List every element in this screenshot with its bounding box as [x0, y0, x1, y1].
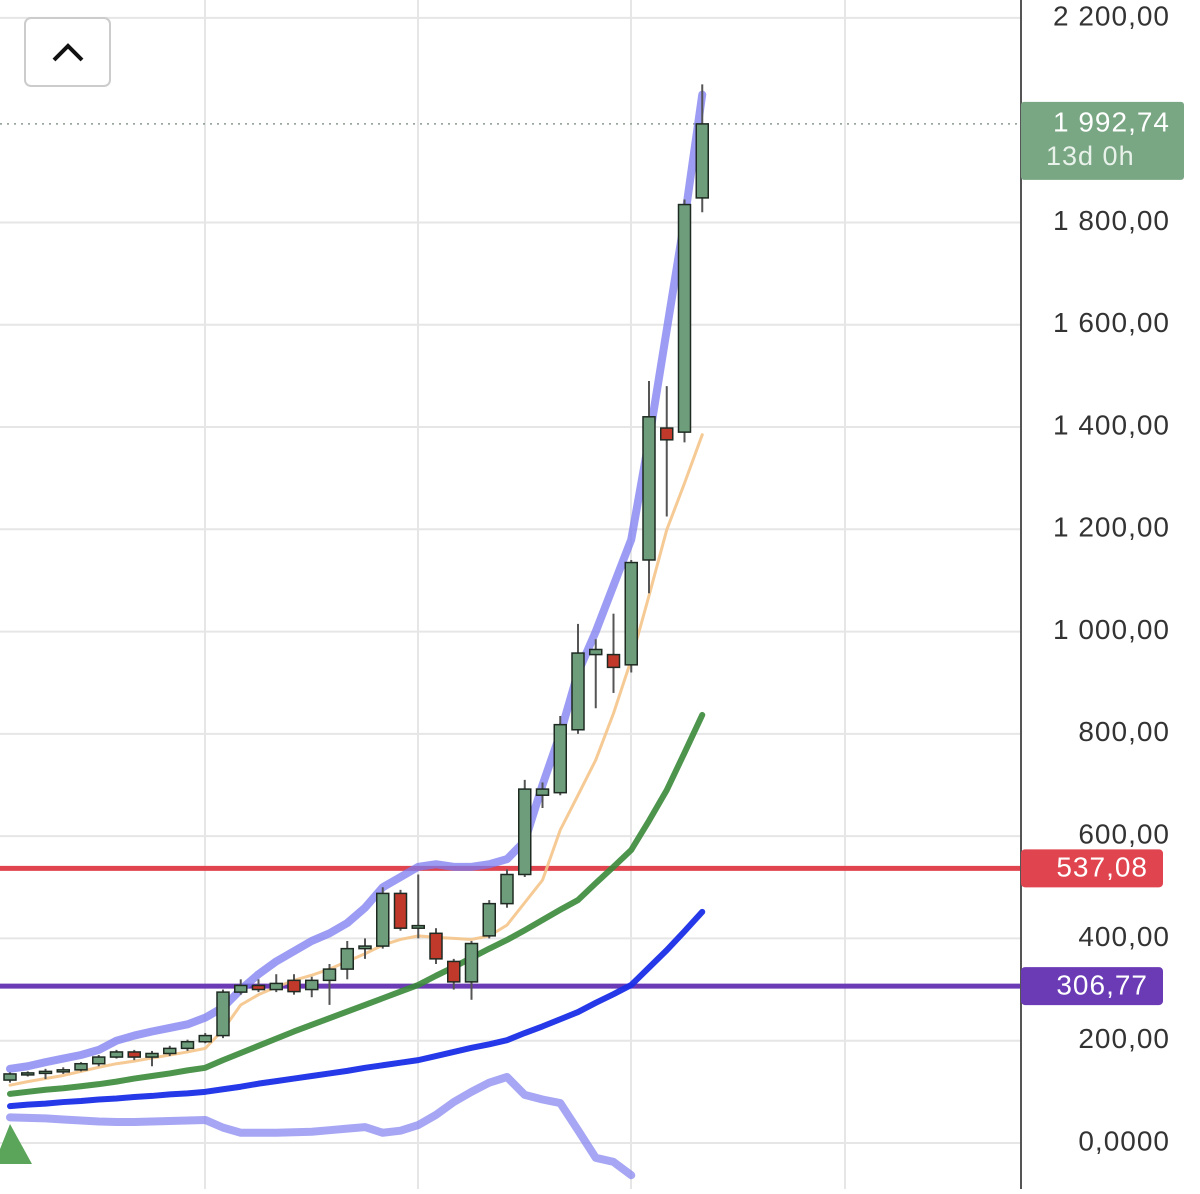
- collapse-button[interactable]: [24, 17, 111, 87]
- y-tick-label: 1 400,00: [1053, 409, 1170, 440]
- y-tick-label: 1 000,00: [1053, 614, 1170, 645]
- candle-body: [677, 203, 692, 433]
- candle-body: [305, 979, 319, 991]
- candle-body: [38, 1070, 53, 1075]
- y-tick-label: 800,00: [1078, 716, 1170, 747]
- vertical-grid: [204, 0, 846, 1189]
- price-tag-label: 537,08: [1056, 852, 1148, 883]
- candle-body: [358, 945, 372, 950]
- last-price-tag: [1021, 101, 1184, 180]
- candle-body: [571, 652, 585, 731]
- candle-body: [589, 648, 603, 656]
- y-tick-label: 1 800,00: [1053, 205, 1170, 236]
- price-tag-label: 306,77: [1056, 969, 1148, 1000]
- candle-body: [606, 653, 621, 669]
- price-tag: [1021, 967, 1163, 1006]
- horizontal-grid: [0, 16, 1021, 1144]
- indicator-line: [6, 90, 707, 1073]
- candle-body: [3, 1073, 17, 1081]
- price-axis: 0,0000 200,00 400,00 600,00 800,00 1 000,00 1 …: [1021, 0, 1184, 1156]
- candle-body: [553, 723, 567, 794]
- indicator-line: [6, 1073, 636, 1180]
- candle-body: [464, 942, 479, 983]
- candle-body: [180, 1040, 195, 1050]
- indicator-line: [7, 908, 706, 1110]
- candle-body: [74, 1062, 88, 1071]
- price-tag: [1021, 849, 1163, 888]
- candle-body: [393, 892, 408, 929]
- candle-body: [322, 968, 337, 982]
- candle-body: [109, 1051, 124, 1058]
- candle-body: [56, 1069, 70, 1073]
- candle-body: [518, 788, 532, 876]
- countdown-label: 13d 0h: [1046, 141, 1135, 171]
- candle-body: [535, 788, 550, 796]
- candle-body: [642, 416, 656, 561]
- candle-body: [145, 1052, 159, 1058]
- candles: [3, 84, 709, 1083]
- indicator-line: [7, 711, 706, 1097]
- overlays: [6, 90, 707, 1180]
- price-lines: [0, 123, 1021, 989]
- candle-body: [695, 123, 709, 199]
- candle-body: [163, 1047, 177, 1055]
- candle-body: [340, 947, 354, 970]
- candle-body: [269, 982, 283, 991]
- y-tick-label: 600,00: [1078, 819, 1170, 850]
- candle-body: [92, 1056, 106, 1065]
- y-tick-label: 1 200,00: [1053, 512, 1170, 543]
- candle-body: [376, 892, 390, 947]
- y-tick-label: 400,00: [1078, 921, 1170, 952]
- candle-body: [447, 960, 461, 983]
- candle-body: [624, 561, 638, 666]
- candle-body: [482, 902, 496, 937]
- y-tick-label: 2 200,00: [1053, 0, 1170, 31]
- candle-body: [216, 991, 230, 1037]
- candle-body: [127, 1051, 141, 1058]
- y-tick-label: 0,0000: [1078, 1125, 1170, 1156]
- candle-body: [411, 924, 425, 929]
- signal-marker: [0, 1124, 32, 1164]
- last-price-label: 1 992,74: [1053, 106, 1170, 137]
- candle-body: [234, 984, 248, 993]
- indicator-line: [8, 433, 704, 1087]
- chevron-icon: [52, 43, 84, 62]
- y-tick-label: 200,00: [1078, 1023, 1170, 1054]
- candle-body: [429, 932, 443, 960]
- y-tick-label: 1 600,00: [1053, 307, 1170, 338]
- candle-body: [21, 1072, 35, 1076]
- candle-body: [287, 979, 301, 993]
- button-frame[interactable]: [24, 17, 111, 87]
- candle-body: [660, 427, 674, 441]
- candle-body: [500, 873, 514, 905]
- candle-body: [198, 1034, 212, 1043]
- candle-body: [251, 984, 266, 991]
